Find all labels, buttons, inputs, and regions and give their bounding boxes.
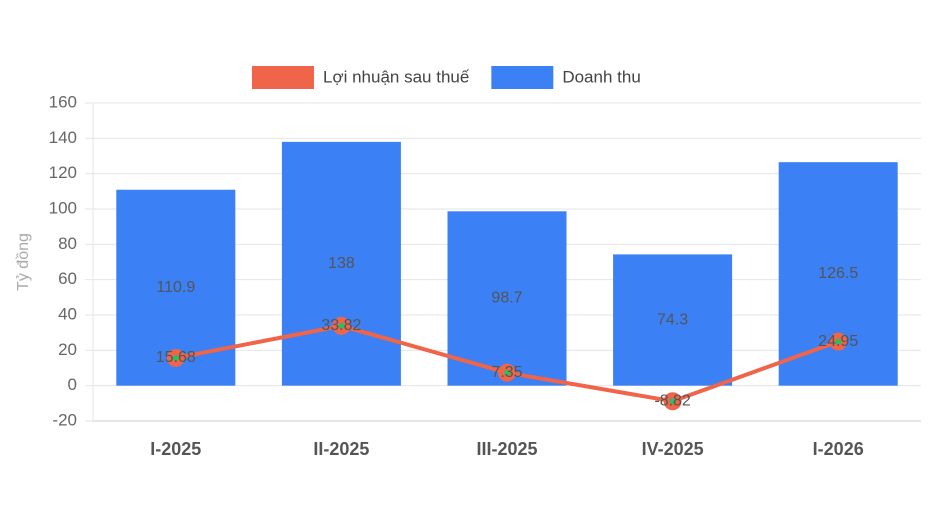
x-tick-label: II-2025 bbox=[313, 439, 369, 459]
bar bbox=[447, 211, 567, 386]
y-tick-label: 100 bbox=[49, 198, 77, 217]
legend-label: Doanh thu bbox=[562, 67, 640, 86]
point-center bbox=[669, 398, 676, 405]
y-tick-label: 120 bbox=[49, 163, 77, 182]
value-label: -8.82 bbox=[654, 392, 691, 409]
x-tick-label: III-2025 bbox=[476, 439, 537, 459]
y-tick-label: 80 bbox=[58, 234, 77, 253]
y-tick-label: 40 bbox=[58, 304, 77, 323]
value-label: 126.5 bbox=[818, 265, 858, 282]
y-tick-label: -20 bbox=[52, 410, 77, 429]
y-tick-label: 60 bbox=[58, 269, 77, 288]
value-label: 74.3 bbox=[657, 311, 688, 328]
point-center bbox=[504, 369, 510, 376]
legend-label: Lợi nhuận sau thuế bbox=[323, 67, 470, 86]
value-label: 98.7 bbox=[491, 290, 522, 307]
point-center bbox=[835, 338, 842, 345]
point-center bbox=[338, 322, 345, 329]
bar bbox=[613, 254, 733, 386]
y-tick-label: 140 bbox=[49, 128, 77, 147]
bar bbox=[281, 141, 401, 386]
point-center bbox=[172, 354, 179, 361]
value-label: 24.95 bbox=[818, 333, 858, 350]
y-tick-label: 20 bbox=[58, 340, 77, 359]
x-tick-label: I-2026 bbox=[813, 439, 864, 459]
x-tick-label: IV-2025 bbox=[642, 439, 704, 459]
value-label: 110.9 bbox=[156, 279, 195, 296]
value-label: 7.35 bbox=[491, 364, 522, 381]
y-axis-title: Tỷ đồng bbox=[15, 233, 32, 291]
legend-swatch bbox=[252, 66, 314, 89]
legend: Lợi nhuận sau thuế Doanh thu bbox=[252, 66, 641, 89]
value-label: 15.68 bbox=[156, 349, 196, 366]
legend-swatch bbox=[491, 66, 554, 89]
value-label: 138 bbox=[328, 255, 355, 272]
y-tick-label: 160 bbox=[49, 92, 77, 111]
value-label: 33.82 bbox=[321, 317, 361, 334]
x-tick-label: I-2025 bbox=[150, 439, 201, 459]
y-tick-label: 0 bbox=[68, 375, 77, 394]
